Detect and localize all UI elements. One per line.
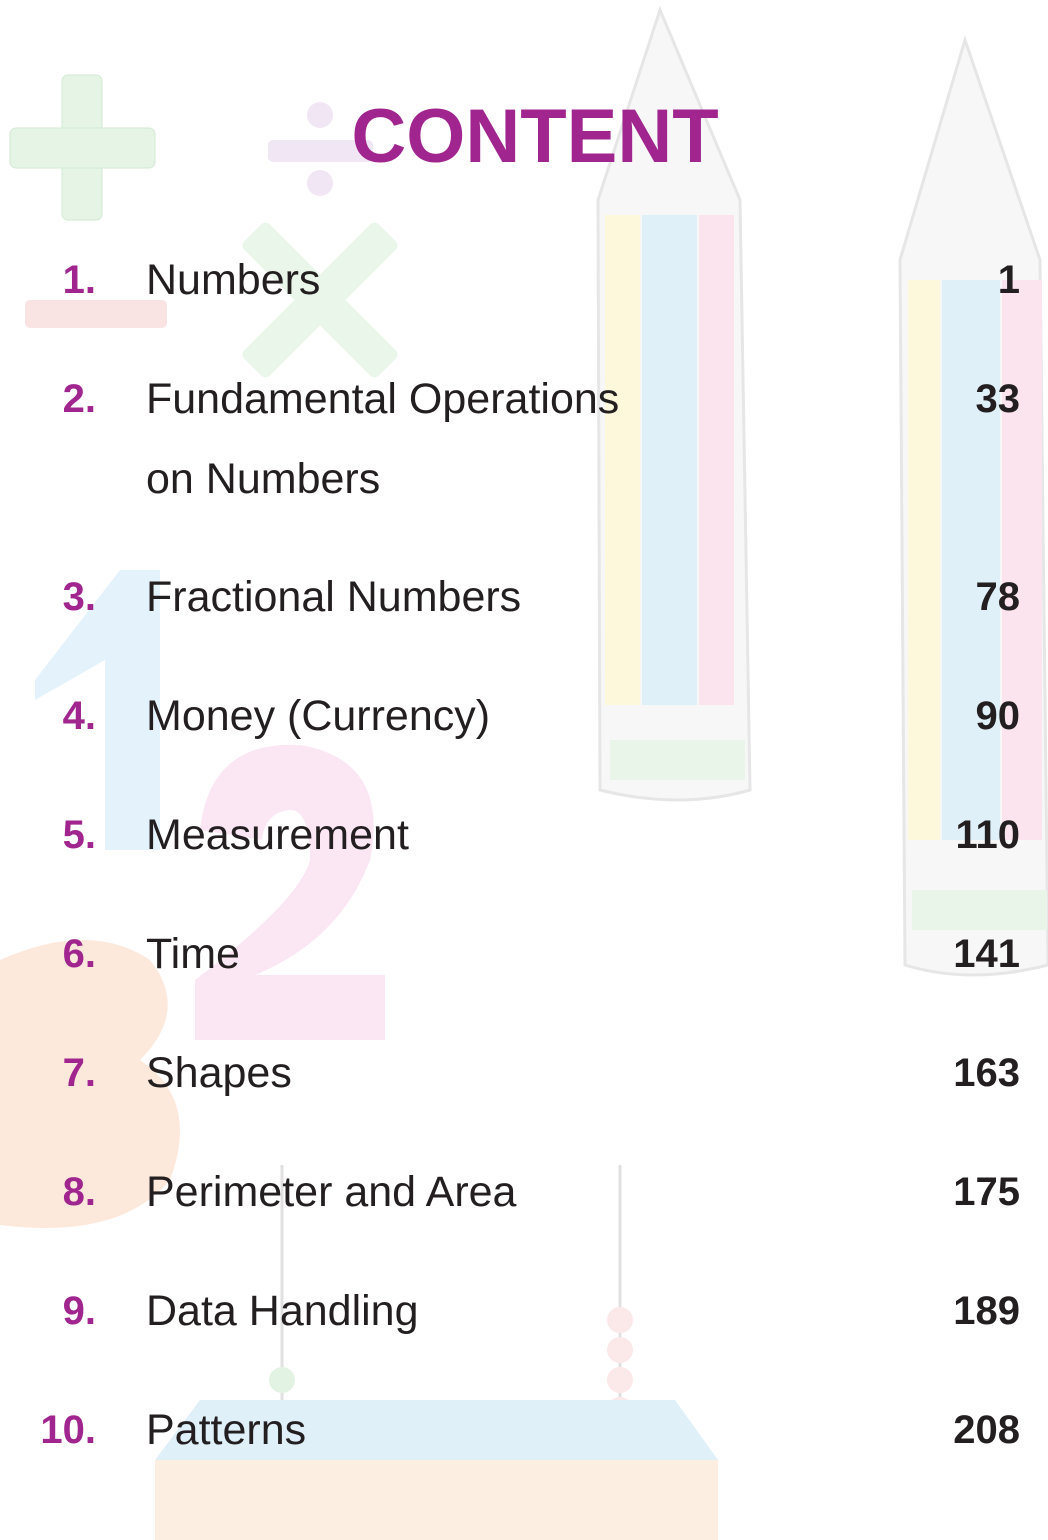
entry-page: 175 xyxy=(953,1170,1020,1214)
entry-number: 6. xyxy=(62,932,96,976)
entry-number: 5. xyxy=(62,813,96,857)
entry-page: 189 xyxy=(953,1289,1020,1333)
entry-title: Patterns xyxy=(146,1406,307,1454)
entry-title: Fractional Numbers xyxy=(146,573,522,621)
entry-title: on Numbers xyxy=(146,455,381,503)
entry-title: Data Handling xyxy=(146,1287,419,1335)
entry-page: 163 xyxy=(953,1051,1020,1095)
entry-page: 90 xyxy=(975,694,1021,738)
entry-page: 1 xyxy=(997,258,1020,302)
entry-page: 78 xyxy=(975,575,1021,619)
entry-number: 8. xyxy=(62,1170,96,1214)
entry-page: 33 xyxy=(975,377,1021,421)
entry-title: Time xyxy=(146,930,240,978)
entry-number: 3. xyxy=(62,575,96,619)
entry-title: Numbers xyxy=(146,256,321,304)
entry-title: Money (Currency) xyxy=(146,692,491,740)
entry-title: Fundamental Operations xyxy=(146,375,620,423)
entry-number: 1. xyxy=(62,258,96,302)
entry-page: 208 xyxy=(953,1408,1020,1452)
entry-title: Shapes xyxy=(146,1049,292,1097)
entry-page: 141 xyxy=(953,932,1020,976)
entry-number: 4. xyxy=(62,694,96,738)
entry-number: 7. xyxy=(62,1051,96,1095)
entry-page: 110 xyxy=(955,813,1020,857)
page-title: CONTENT xyxy=(351,94,719,179)
entry-title: Perimeter and Area xyxy=(146,1168,517,1216)
entry-number: 2. xyxy=(62,377,96,421)
entry-number: 9. xyxy=(62,1289,96,1333)
entry-number: 10. xyxy=(40,1408,96,1452)
entry-title: Measurement xyxy=(146,811,409,859)
